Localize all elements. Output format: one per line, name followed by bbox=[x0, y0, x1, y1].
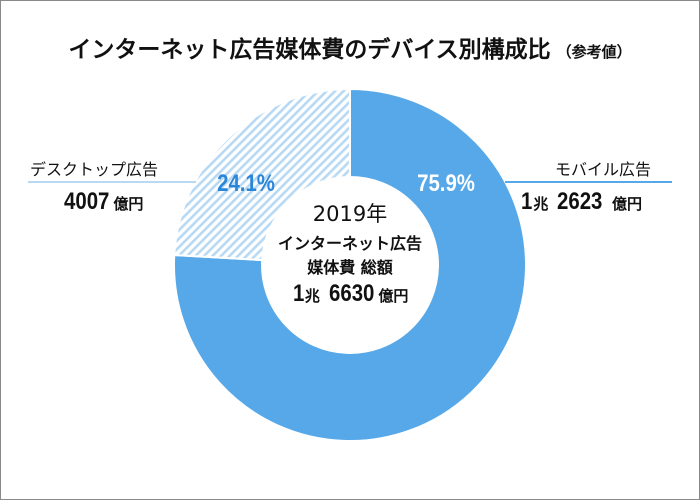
title-note: （参考値） bbox=[556, 43, 632, 61]
slice-mobile bbox=[173, 87, 527, 442]
center-summary: 2019年 インターネット広告 媒体費 総額 1兆 6630 億円 bbox=[250, 198, 450, 308]
chart-title: インターネット広告媒体費のデバイス別構成比 （参考値） bbox=[68, 37, 632, 63]
center-year: 2019年 bbox=[312, 202, 388, 226]
desktop-label: デスクトップ広告 bbox=[30, 160, 159, 179]
mobile-percent-label: 75.9% bbox=[417, 170, 475, 197]
mobile-amount: 1兆 2623 億円 bbox=[521, 188, 642, 215]
mobile-label: モバイル広告 bbox=[555, 160, 652, 179]
desktop-percent-label: 24.1% bbox=[217, 170, 275, 197]
center-line1: インターネット広告 bbox=[277, 234, 422, 253]
center-total: 1兆 6630 億円 bbox=[292, 280, 409, 307]
desktop-amount: 4007 億円 bbox=[64, 188, 144, 215]
center-line2: 媒体費 総額 bbox=[307, 258, 393, 277]
